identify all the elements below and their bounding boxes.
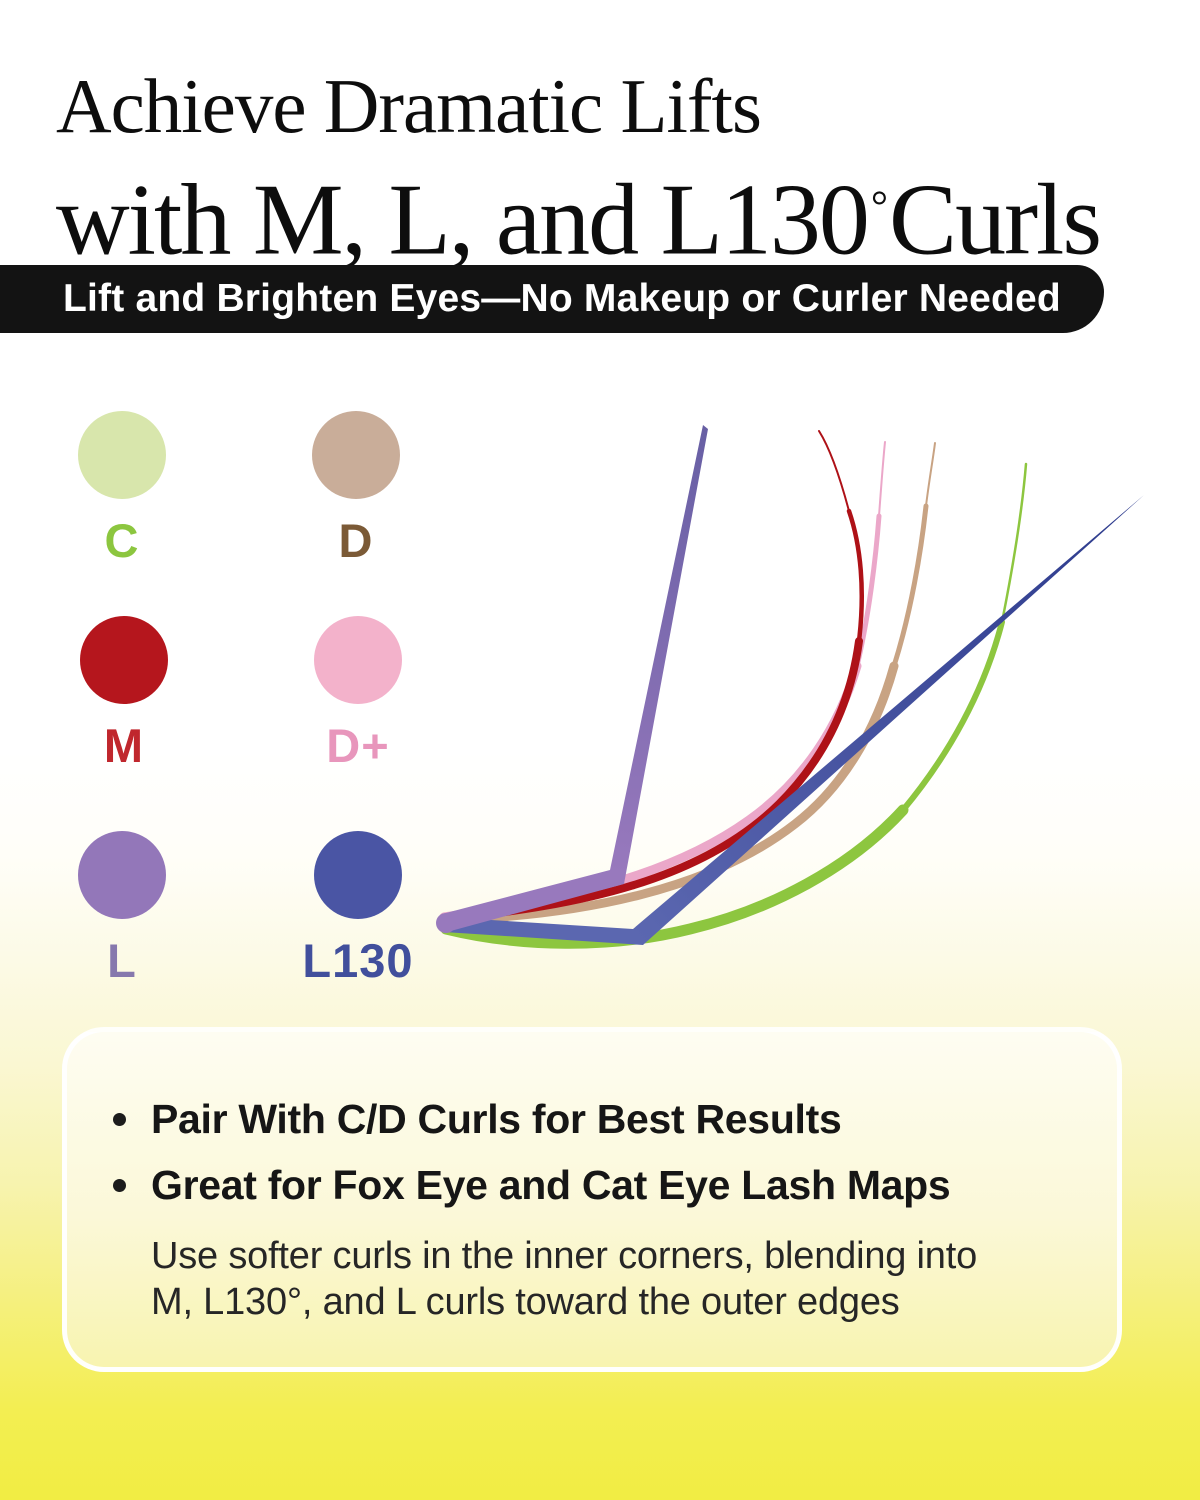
degree-symbol: ° <box>870 183 888 230</box>
curl-d-plus-stroke-tip <box>878 441 886 517</box>
legend-item-l130: L130 <box>288 831 428 988</box>
subtitle-banner: Lift and Brighten Eyes—No Makeup or Curl… <box>0 265 1104 333</box>
bullet-item-1: Pair With C/D Curls for Best Results <box>113 1094 1081 1145</box>
curl-l-shape <box>442 425 708 932</box>
page-title: Achieve Dramatic Lifts with M, L, and L1… <box>56 63 1102 277</box>
curl-l130-shape <box>443 495 1144 945</box>
legend-item-d: D <box>286 411 426 568</box>
info-note: Use softer curls in the inner corners, b… <box>113 1233 1081 1325</box>
legend-label-d: D <box>338 514 374 567</box>
curl-l-base-cap <box>436 913 456 933</box>
legend-item-l: L <box>52 831 192 988</box>
curl-m-stroke-tip <box>818 430 850 512</box>
curl-c-stroke-thick <box>440 804 909 949</box>
curl-d-plus-stroke-mid <box>854 513 882 669</box>
bullet-text-2: Great for Fox Eye and Cat Eye Lash Maps <box>151 1162 951 1208</box>
title-line-2-text: with M, L, and L130 <box>56 163 870 277</box>
curl-d-stroke-tip <box>925 442 936 507</box>
subtitle-banner-text: Lift and Brighten Eyes—No Makeup or Curl… <box>63 277 1061 320</box>
legend-label-l130: L130 <box>302 934 414 987</box>
curl-d-plus <box>439 441 886 922</box>
legend-label-c: C <box>104 514 140 567</box>
curl-m-stroke-mid <box>846 508 864 644</box>
info-box: Pair With C/D Curls for Best Results Gre… <box>62 1027 1122 1372</box>
legend-item-m: M <box>54 616 194 773</box>
legend-swatch-d-plus <box>314 616 402 704</box>
legend-swatch-m <box>80 616 168 704</box>
legend-item-d-plus: D+ <box>288 616 428 773</box>
curl-d-stroke-mid <box>891 503 929 669</box>
legend-swatch-l130 <box>314 831 402 919</box>
title-line-2: with M, L, and L130°Curls <box>56 154 1102 277</box>
title-line-1: Achieve Dramatic Lifts <box>56 63 762 149</box>
info-note-line-1: Use softer curls in the inner corners, b… <box>151 1235 978 1277</box>
legend-label-l: L <box>107 934 137 987</box>
bullet-dot-icon <box>113 1179 126 1192</box>
curl-d <box>439 442 936 925</box>
curl-m-stroke-thick <box>440 637 863 923</box>
curl-d-plus-stroke-thick <box>439 661 862 922</box>
bullet-text-1: Pair With C/D Curls for Best Results <box>151 1096 842 1142</box>
legend-swatch-l <box>78 831 166 919</box>
info-note-line-2: M, L130°, and L curls toward the outer e… <box>151 1281 900 1323</box>
legend-item-c: C <box>52 411 192 568</box>
title-line-2-tail: Curls <box>889 163 1102 277</box>
curl-c-stroke-mid <box>900 619 1005 813</box>
curl-m <box>440 430 864 923</box>
curl-c <box>440 462 1028 949</box>
legend-swatch-c <box>78 411 166 499</box>
legend-label-d-plus: D+ <box>326 719 390 772</box>
bullet-dot-icon <box>113 1113 126 1126</box>
bullet-item-2: Great for Fox Eye and Cat Eye Lash Maps <box>113 1160 1081 1211</box>
curl-c-stroke-tip <box>1000 462 1028 624</box>
curl-d-stroke-thick <box>439 661 899 925</box>
legend-swatch-d <box>312 411 400 499</box>
legend-label-m: M <box>103 719 145 772</box>
